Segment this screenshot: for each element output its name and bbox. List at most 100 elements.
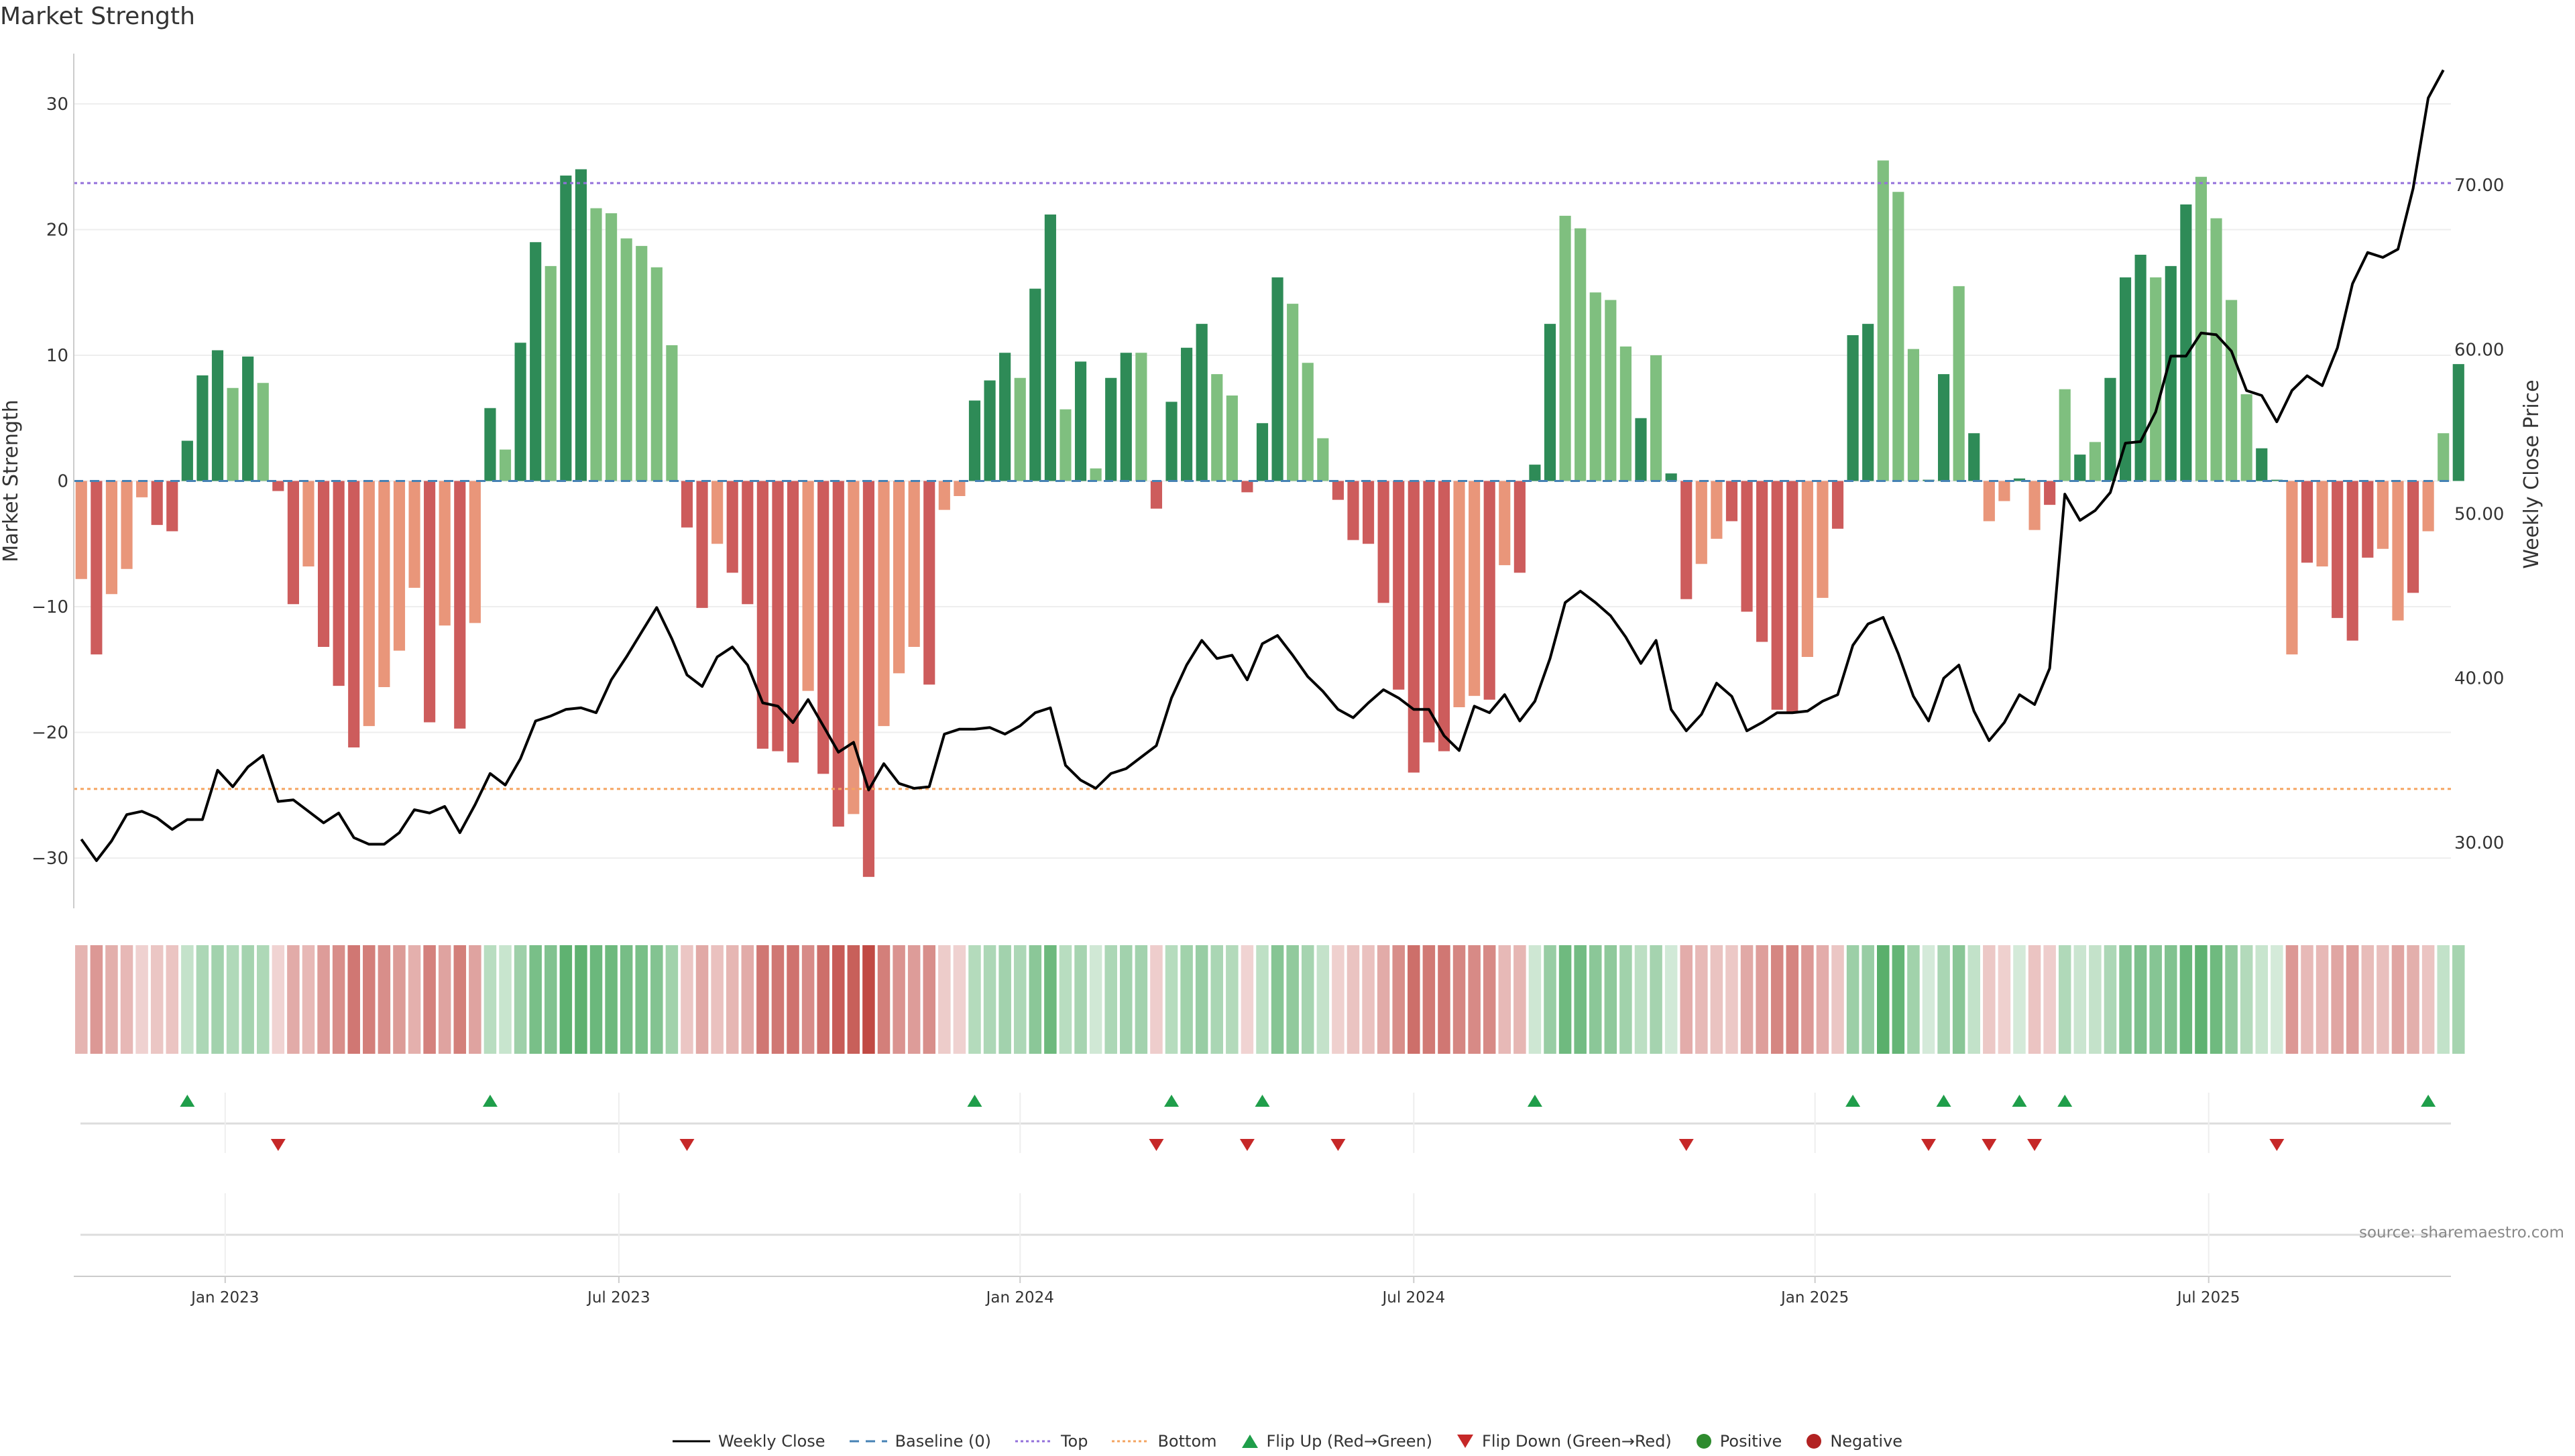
heatmap-cell — [787, 945, 799, 1054]
heatmap-cell — [166, 945, 179, 1054]
heatmap-cell — [1770, 945, 1784, 1054]
strength-bar — [756, 481, 768, 749]
strength-bar — [1483, 481, 1495, 700]
triangle-up-icon — [1241, 1435, 1258, 1448]
flip-up-marker — [1845, 1095, 1861, 1107]
strength-bar — [408, 481, 420, 588]
heatmap-cell — [756, 945, 769, 1054]
strength-bar — [211, 350, 224, 481]
flip-down-marker — [1239, 1139, 1255, 1151]
heatmap-cell — [923, 945, 936, 1054]
heatmap-cell — [2255, 945, 2269, 1054]
strength-bar — [848, 481, 860, 814]
heatmap-cell — [1271, 945, 1284, 1054]
heatmap-cell — [938, 945, 951, 1054]
strength-bar — [984, 380, 996, 481]
legend-flip-down[interactable]: Flip Down (Green→Red) — [1456, 1432, 1672, 1451]
strength-bar — [1938, 374, 1950, 481]
strength-bar — [2452, 364, 2464, 481]
strength-bar — [1907, 349, 1920, 481]
strength-bar — [1029, 288, 1041, 481]
heatmap-cell — [2331, 945, 2344, 1054]
heatmap-cell — [2043, 945, 2056, 1054]
strength-bar — [1725, 481, 1738, 522]
legend-baseline[interactable]: Baseline (0) — [849, 1432, 991, 1451]
strength-bar — [2362, 481, 2374, 558]
strength-bar — [1044, 215, 1056, 481]
heatmap-cell — [1786, 945, 1799, 1054]
line-swatch-icon — [672, 1440, 710, 1443]
strength-bar — [378, 481, 390, 687]
strength-bar — [2256, 448, 2268, 481]
strength-bar — [2392, 481, 2404, 621]
heatmap-cell — [1558, 945, 1572, 1054]
heatmap-cell — [1210, 945, 1224, 1054]
strength-bar — [2316, 481, 2328, 566]
x-axis: Jan 2023 Jul 2023 Jan 2024 Jul 2024 Jan 2025… — [74, 1093, 2451, 1307]
strength-bar — [2422, 481, 2434, 532]
legend-negative-label: Negative — [1830, 1432, 1903, 1451]
strength-bar — [2028, 481, 2041, 530]
chart-title: Market Strength — [0, 3, 195, 30]
heatmap-cell — [2301, 945, 2313, 1054]
flip-down-marker — [679, 1139, 695, 1151]
strength-bar — [1801, 481, 1813, 657]
strength-bar — [2195, 176, 2208, 481]
heatmap-cell — [2195, 945, 2208, 1054]
strength-bar — [575, 169, 587, 481]
strength-bar — [1998, 481, 2010, 501]
heatmap-cell — [1256, 945, 1269, 1054]
strength-bar — [151, 481, 163, 526]
strength-bar — [1469, 481, 1481, 696]
strength-bar — [1211, 374, 1223, 481]
heatmap-cell — [181, 945, 194, 1054]
legend-flip-up[interactable]: Flip Up (Red→Green) — [1241, 1432, 1432, 1451]
heatmap-cell — [1619, 945, 1632, 1054]
heatmap-cell — [1120, 945, 1133, 1054]
legend-bottom[interactable]: Bottom — [1112, 1432, 1217, 1451]
strength-bar — [2240, 394, 2252, 481]
heatmap-cell — [681, 945, 693, 1054]
circle-green-icon — [1696, 1434, 1711, 1449]
x-tick-label: Jul 2023 — [586, 1289, 650, 1307]
strength-bar — [1347, 481, 1359, 540]
strength-bar — [2119, 277, 2132, 481]
heatmap-cell — [1104, 945, 1117, 1054]
x-tick-label: Jan 2023 — [190, 1289, 259, 1307]
strength-bar — [2104, 377, 2116, 481]
heatmap-cell — [1907, 945, 1920, 1054]
y2-tick-label: 60.00 — [2454, 340, 2504, 360]
strength-bar — [2165, 265, 2177, 481]
heatmap-cell — [1408, 945, 1420, 1054]
x-tick-label: Jul 2025 — [2176, 1289, 2240, 1307]
legend-top[interactable]: Top — [1015, 1432, 1088, 1451]
heatmap-cell — [423, 945, 436, 1054]
heatmap-cell — [1498, 945, 1511, 1054]
strength-bar — [2346, 481, 2358, 641]
legend-positive[interactable]: Positive — [1696, 1432, 1782, 1451]
heatmap-cell — [1286, 945, 1299, 1054]
legend-negative[interactable]: Negative — [1806, 1432, 1902, 1451]
heatmap-cell — [575, 945, 587, 1054]
heatmap-cell — [1528, 945, 1542, 1054]
heatmap-cell — [453, 945, 467, 1054]
heatmap-cell — [211, 945, 224, 1054]
strength-bar — [560, 175, 572, 481]
strength-bar — [1105, 377, 1117, 481]
strength-bar — [1529, 465, 1541, 481]
legend-weekly-close[interactable]: Weekly Close — [672, 1432, 825, 1451]
strength-bar — [136, 481, 148, 497]
y-tick-label: −20 — [32, 723, 68, 743]
strength-bar — [1711, 481, 1723, 539]
strength-bar — [862, 481, 875, 877]
heatmap-cell — [559, 945, 573, 1054]
strength-bar — [227, 387, 239, 481]
heatmap-cell — [2013, 945, 2026, 1054]
strength-bar — [1786, 481, 1798, 713]
strength-bar — [514, 343, 526, 481]
heatmap-cell — [1892, 945, 1905, 1054]
heatmap-cell — [2271, 945, 2283, 1054]
strength-bar — [1756, 481, 1768, 642]
axes: −30 −20 −10 0 10 20 30 30.00 40.00 50.00 60.00 70.0… — [0, 54, 2543, 908]
strength-bar — [2134, 255, 2147, 481]
